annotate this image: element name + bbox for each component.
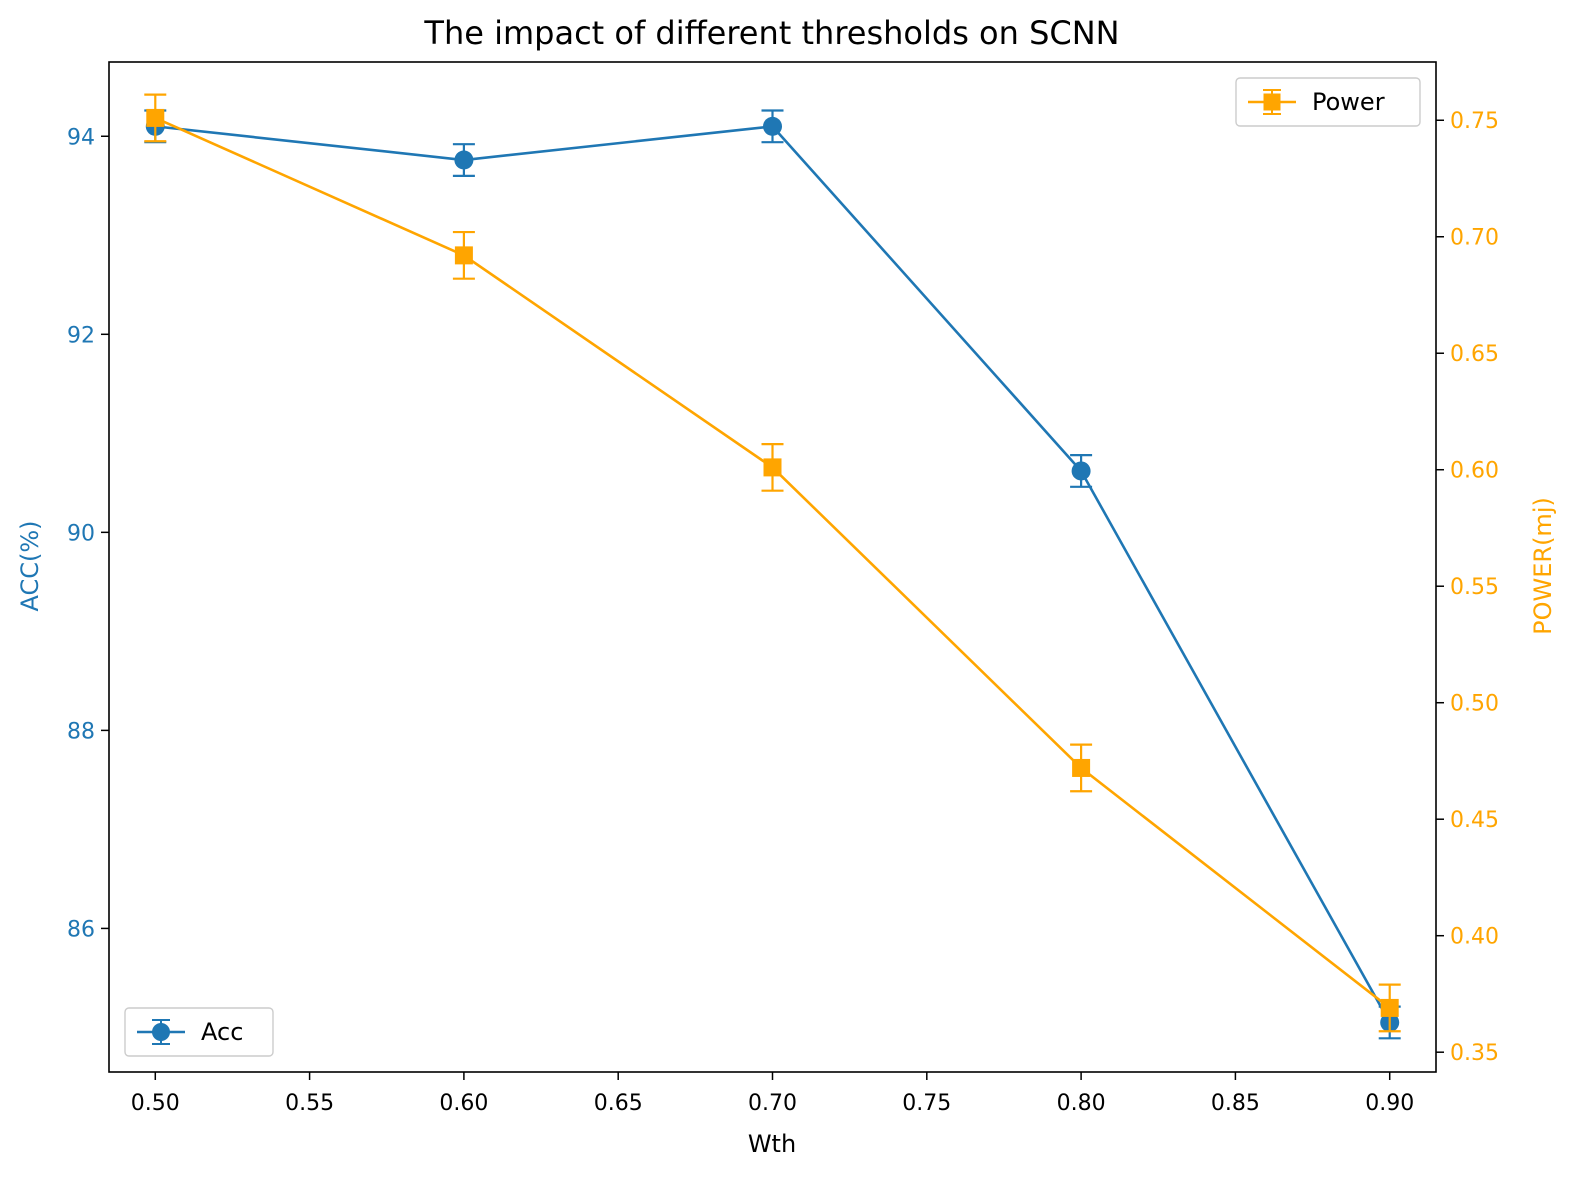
legend-label: Power <box>1312 88 1385 116</box>
power-series-line <box>154 116 1391 1009</box>
y-right-tick-label: 0.35 <box>1450 1041 1499 1066</box>
acc-point <box>763 116 782 136</box>
y-axis-label-right: POWER(mj) <box>1529 497 1557 635</box>
y-left-tick-label: 88 <box>67 719 95 744</box>
acc-point <box>1071 461 1091 481</box>
legend-label: Acc <box>201 1018 243 1046</box>
x-axis-label: Wth <box>748 1130 796 1158</box>
power-point <box>146 108 165 127</box>
x-tick-label: 0.50 <box>131 1091 180 1116</box>
x-tick-label: 0.55 <box>285 1091 334 1116</box>
y-right-tick-label: 0.60 <box>1450 459 1499 484</box>
y-right-tick-label: 0.50 <box>1450 692 1499 717</box>
chart-title: The impact of different thresholds on SC… <box>423 14 1119 52</box>
x-tick-label: 0.60 <box>439 1091 488 1116</box>
power-point <box>1072 758 1091 777</box>
x-tick-label: 0.65 <box>594 1091 643 1116</box>
y-axis-label-left: ACC(%) <box>16 520 44 611</box>
x-tick-label: 0.80 <box>1057 1091 1106 1116</box>
y-right-tick-label: 0.40 <box>1450 925 1499 950</box>
legend-marker <box>1263 93 1281 111</box>
power-point <box>1380 998 1399 1017</box>
acc-series-line <box>155 124 1391 1024</box>
y-right-tick-label: 0.70 <box>1450 226 1499 251</box>
y-left-tick-label: 86 <box>67 917 95 942</box>
acc-point <box>454 150 474 170</box>
legend-box <box>1235 77 1421 127</box>
power-legend: Power <box>1235 77 1421 127</box>
y-right-tick-label: 0.55 <box>1450 575 1499 600</box>
y-right-tick-label: 0.65 <box>1450 342 1499 367</box>
acc-legend: Acc <box>124 1007 274 1057</box>
y-left-tick-label: 94 <box>67 125 95 150</box>
legend-marker <box>152 1023 170 1041</box>
y-right-tick-label: 0.45 <box>1450 808 1499 833</box>
x-tick-label: 0.75 <box>902 1091 951 1116</box>
y-right-tick-label: 0.75 <box>1450 109 1499 134</box>
x-tick-label: 0.85 <box>1211 1091 1260 1116</box>
x-tick-label: 0.90 <box>1365 1091 1414 1116</box>
x-tick-label: 0.70 <box>748 1091 797 1116</box>
power-point <box>763 458 782 477</box>
plot-frame <box>108 61 1437 1073</box>
plot-area: 0.50 0.55 0.60 0.65 0.70 0.75 0.80 0.85 0.90 86 88… <box>67 61 1499 1116</box>
power-point <box>454 246 473 265</box>
y-left-tick-label: 90 <box>67 521 95 546</box>
y-left-tick-label: 92 <box>67 323 95 348</box>
